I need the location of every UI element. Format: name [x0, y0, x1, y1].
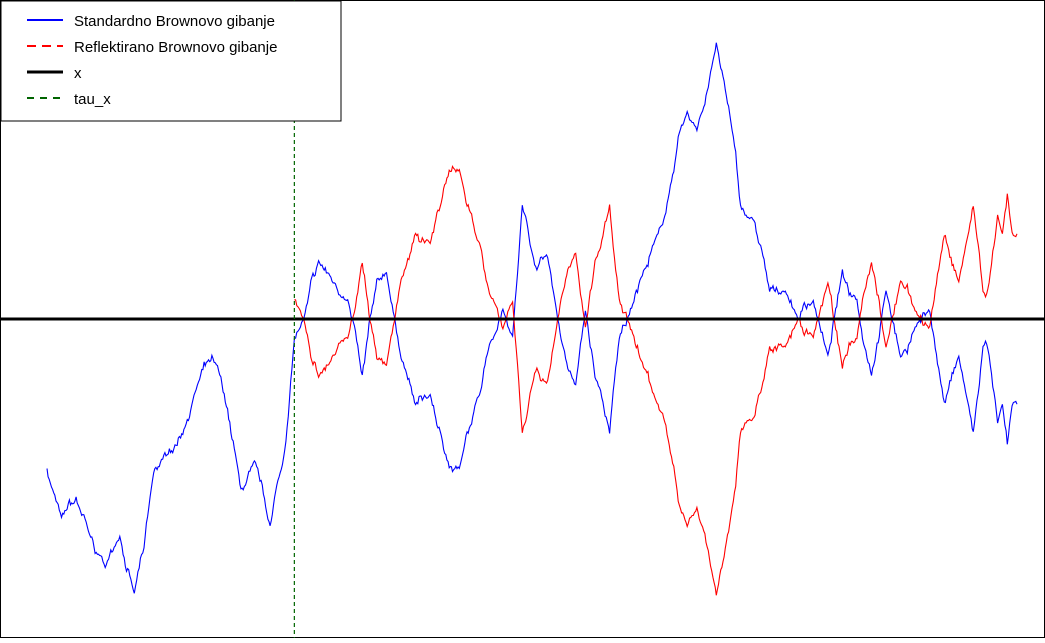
series-line-reflected: [294, 164, 1018, 596]
legend-item-x: x: [27, 65, 82, 82]
legend-item-reflected: Reflektirano Brownovo gibanje: [27, 39, 277, 56]
legend: Standardno Brownovo gibanje Reflektirano…: [0, 0, 342, 122]
legend-label-x: x: [74, 65, 82, 82]
legend-box: [0, 0, 342, 122]
legend-label-tau: tau_x: [74, 91, 111, 108]
series-line-standard: [46, 42, 1018, 594]
legend-item-tau: tau_x: [27, 91, 111, 108]
legend-label-standard: Standardno Brownovo gibanje: [74, 13, 275, 30]
legend-label-reflected: Reflektirano Brownovo gibanje: [74, 39, 277, 56]
legend-item-standard: Standardno Brownovo gibanje: [27, 13, 275, 30]
